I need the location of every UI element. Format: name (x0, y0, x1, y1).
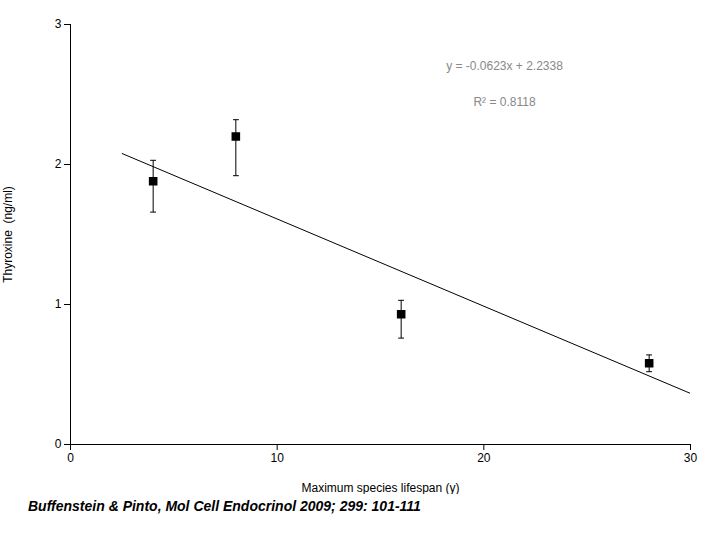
svg-text:3: 3 (55, 17, 62, 31)
svg-text:R² = 0.8118: R² = 0.8118 (473, 95, 535, 109)
svg-text:Thyroxine (ng/ml): Thyroxine (ng/ml) (1, 186, 15, 283)
svg-text:y = -0.0623x + 2.2338: y = -0.0623x + 2.2338 (446, 59, 563, 73)
svg-text:20: 20 (477, 451, 491, 465)
svg-text:0: 0 (55, 437, 62, 451)
svg-text:Maximum species lifespan (y): Maximum species lifespan (y) (301, 481, 459, 495)
svg-text:1: 1 (55, 297, 62, 311)
svg-text:10: 10 (270, 451, 284, 465)
html-text:Buffenstein & Pinto, Mol Cell: Buffenstein & Pinto, Mol Cell Endocrinol… (28, 498, 421, 514)
svg-text:30: 30 (684, 451, 698, 465)
svg-text:0: 0 (67, 451, 74, 465)
svg-text:2: 2 (55, 157, 62, 171)
